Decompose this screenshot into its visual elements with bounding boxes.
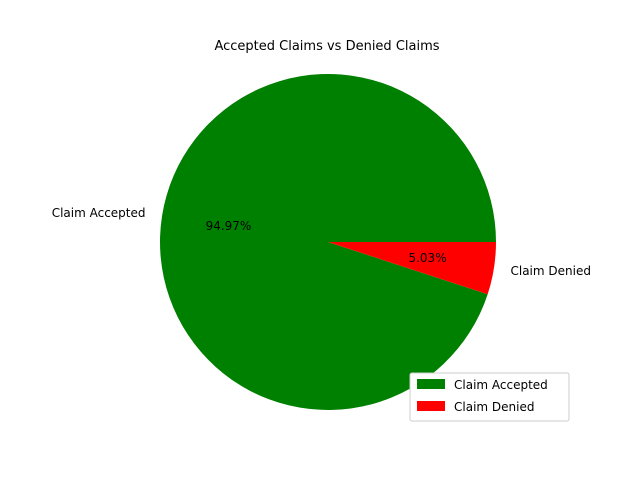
percentage-labels: 94.97% 5.03% bbox=[206, 219, 447, 265]
legend-label-claim-accepted: Claim Accepted bbox=[454, 378, 548, 392]
pie-slices bbox=[159, 74, 496, 410]
slice-labels: Claim Accepted Claim Denied bbox=[52, 206, 591, 278]
legend-swatch-claim-denied bbox=[417, 401, 445, 411]
percent-label-claim-accepted: 94.97% bbox=[206, 219, 252, 233]
legend-box bbox=[409, 372, 570, 422]
slice-label-claim-accepted: Claim Accepted bbox=[52, 206, 146, 220]
legend-swatch-claim-accepted bbox=[417, 379, 445, 389]
chart-title: Accepted Claims vs Denied Claims bbox=[214, 39, 439, 54]
slice-label-claim-denied: Claim Denied bbox=[510, 264, 590, 278]
legend: Claim Accepted Claim Denied bbox=[409, 372, 570, 422]
pie-slice-claim-denied bbox=[328, 242, 496, 295]
percent-label-claim-denied: 5.03% bbox=[408, 251, 446, 265]
legend-label-claim-denied: Claim Denied bbox=[454, 400, 534, 414]
